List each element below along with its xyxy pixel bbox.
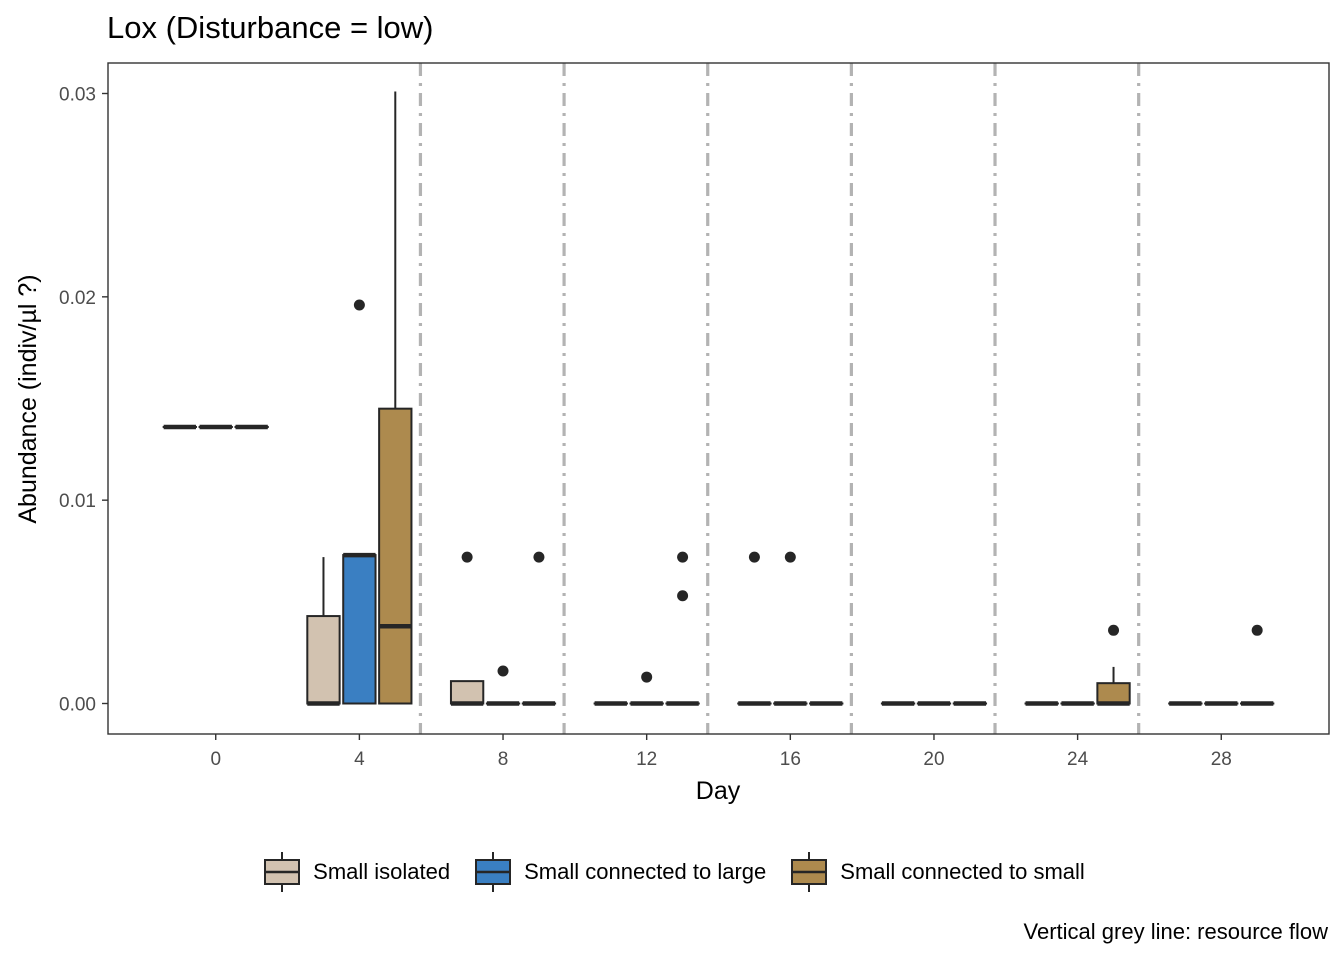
boxplot-marks xyxy=(162,91,1275,706)
x-tick-label: 0 xyxy=(210,749,221,770)
outlier-point xyxy=(353,299,365,311)
box-1-day-12 xyxy=(629,671,664,706)
legend-item: Small connected to large xyxy=(470,850,766,894)
box-2-day-5 xyxy=(378,91,413,705)
legend-key xyxy=(264,852,301,892)
x-tick-label: 12 xyxy=(636,749,657,770)
y-axis-label: Abundance (indiv/µl ?) xyxy=(14,274,42,523)
y-tick-label: 0.03 xyxy=(59,85,96,106)
legend-item: Small isolated xyxy=(259,850,450,894)
legend-item: Small connected to small xyxy=(786,850,1085,894)
box-1-day-4 xyxy=(342,299,377,705)
box-body xyxy=(1096,682,1131,705)
resource-flow-lines xyxy=(418,63,1141,734)
box-0-day-7 xyxy=(449,551,485,706)
x-axis: 0 4 8 12 16 20 24 28 xyxy=(210,734,1232,770)
x-tick-label: 16 xyxy=(780,749,801,770)
x-tick-label: 8 xyxy=(498,749,509,770)
outlier-point xyxy=(461,551,473,563)
legend-key xyxy=(791,852,828,892)
box-body xyxy=(449,680,485,705)
x-axis-label: Day xyxy=(696,777,741,805)
box-2-day-13 xyxy=(665,551,700,706)
legend-label: Small connected to large xyxy=(524,859,767,884)
legend-key xyxy=(475,852,512,892)
x-tick-label: 24 xyxy=(1067,749,1089,770)
outlier-point xyxy=(1251,624,1263,636)
box-body xyxy=(342,554,377,705)
chart-caption: Vertical grey line: resource flow xyxy=(1023,919,1328,944)
box-2-day-29 xyxy=(1240,624,1275,706)
outlier-point xyxy=(641,671,653,683)
legend: Small isolated Small connected to large Sm… xyxy=(0,850,1344,894)
outlier-point xyxy=(748,551,760,563)
legend-label: Small isolated xyxy=(313,859,451,884)
y-tick-label: 0.00 xyxy=(59,695,96,716)
outlier-point xyxy=(677,590,689,602)
y-tick-label: 0.02 xyxy=(59,288,96,309)
chart-title: Lox (Disturbance = low) xyxy=(107,10,434,45)
y-axis: 0.00 0.01 0.02 0.03 xyxy=(59,85,108,716)
outlier-point xyxy=(784,551,796,563)
x-tick-label: 4 xyxy=(354,749,365,770)
outlier-point xyxy=(1108,624,1120,636)
outlier-point xyxy=(497,665,509,677)
box-body xyxy=(306,615,341,705)
y-tick-label: 0.01 xyxy=(59,491,96,512)
plot-panel-border xyxy=(107,62,1330,735)
box-1-day-16 xyxy=(773,551,808,706)
box-0-day-3 xyxy=(306,557,341,706)
box-0-day-15 xyxy=(737,551,772,706)
outlier-point xyxy=(677,551,689,563)
box-2-day-9 xyxy=(521,551,557,706)
legend-label: Small connected to small xyxy=(840,859,1085,884)
x-tick-label: 28 xyxy=(1211,749,1232,770)
box-1-day-8 xyxy=(485,665,521,706)
outlier-point xyxy=(533,551,545,563)
box-2-day-25 xyxy=(1096,624,1131,706)
x-tick-label: 20 xyxy=(923,749,944,770)
box-body xyxy=(378,407,413,705)
